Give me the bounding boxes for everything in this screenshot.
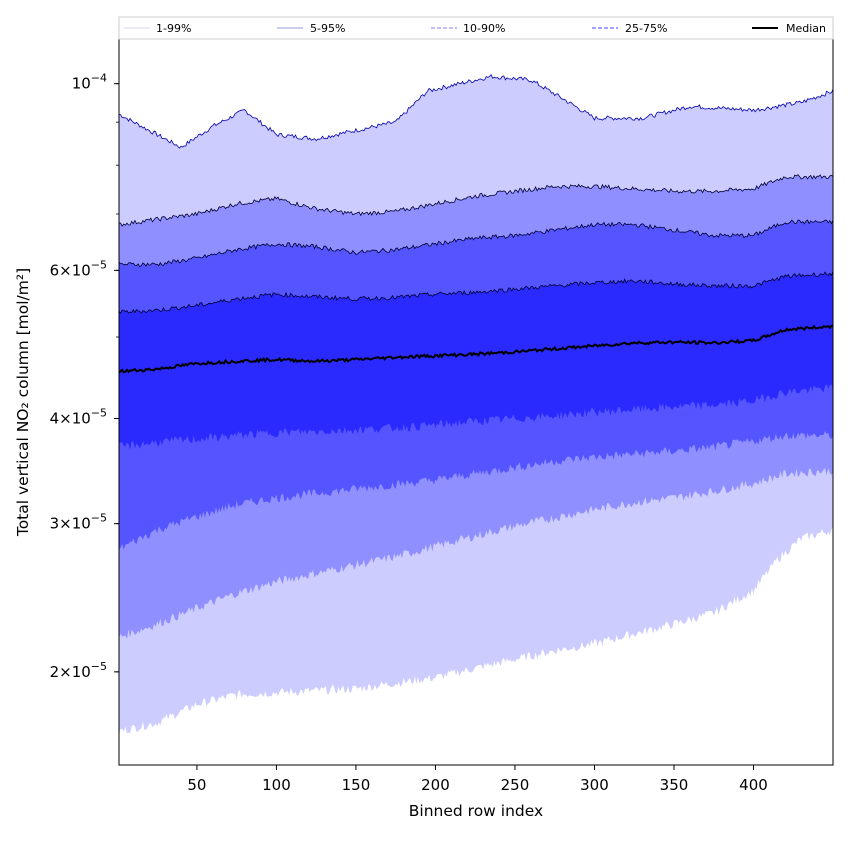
legend: 1-99% 5-95% 10-90% 25-75% Median — [118, 16, 834, 40]
legend-label-1-99: 1-99% — [156, 22, 191, 35]
x-tick-label: 50 — [187, 776, 206, 794]
x-tick-label: 300 — [580, 776, 609, 794]
legend-box — [118, 16, 834, 40]
x-tick-label: 400 — [739, 776, 768, 794]
y-axis-label: Total vertical NO₂ column [mol/m²] — [14, 268, 32, 537]
x-tick-label: 350 — [660, 776, 689, 794]
x-axis: 50 100 150 200 250 300 350 400 — [187, 765, 768, 794]
legend-label-10-90: 10-90% — [463, 22, 505, 35]
band-upper-edge-5-95 — [119, 174, 833, 227]
median-layer — [119, 324, 833, 374]
band-25-75 — [119, 271, 833, 450]
x-tick-label: 100 — [262, 776, 291, 794]
band-upper-edge-10-90 — [119, 219, 833, 268]
x-tick-label: 200 — [421, 776, 450, 794]
band-upper-edge-25-75 — [119, 271, 833, 314]
legend-label-5-95: 5-95% — [310, 22, 345, 35]
x-tick-label: 250 — [501, 776, 530, 794]
legend-label-Median: Median — [786, 22, 826, 35]
band-upper-edge-1-99 — [119, 73, 833, 149]
percentile-bands — [119, 73, 833, 734]
x-tick-label: 150 — [342, 776, 371, 794]
median-line — [119, 324, 833, 374]
x-axis-label: Binned row index — [409, 802, 543, 820]
legend-label-25-75: 25-75% — [625, 22, 667, 35]
